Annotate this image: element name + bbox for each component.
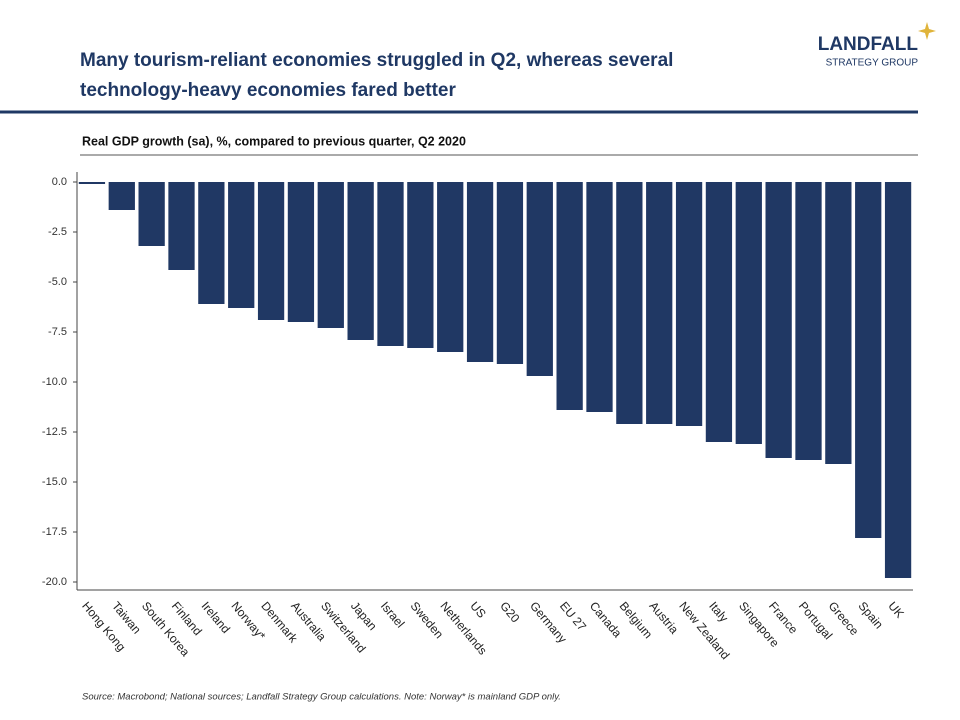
x-tick-label: UK <box>885 599 906 621</box>
source: Source: Macrobond; National sources; Lan… <box>82 692 561 703</box>
x-tick-label: Italy <box>706 599 731 625</box>
bar <box>407 182 434 348</box>
y-tick-label: 0.0 <box>52 176 67 188</box>
bar <box>855 182 882 538</box>
x-tick-label: Israel <box>378 599 408 630</box>
bar <box>616 182 643 424</box>
bar <box>228 182 255 308</box>
bar <box>466 182 494 362</box>
y-tick-label: -17.5 <box>42 526 67 538</box>
x-tick-label: G20 <box>497 599 523 626</box>
logo-name: LANDFALL <box>818 34 919 55</box>
title-line: technology-heavy economies fared better <box>80 80 456 101</box>
bar <box>884 182 912 578</box>
bar <box>675 182 703 426</box>
y-tick-label: -15.0 <box>42 476 67 488</box>
title-line: Many tourism-reliant economies struggled… <box>80 50 673 71</box>
bar <box>347 182 374 340</box>
bar <box>108 182 135 210</box>
bar <box>765 182 792 458</box>
y-tick-label: -2.5 <box>48 226 67 238</box>
bar <box>586 182 613 412</box>
bar <box>257 182 285 320</box>
x-tick-label: Ireland <box>199 599 233 636</box>
bar <box>377 182 404 346</box>
y-tick-label: -7.5 <box>48 326 67 338</box>
bar <box>78 182 106 184</box>
bar <box>825 182 852 464</box>
bar <box>317 182 344 328</box>
logo-tagline: STRATEGY GROUP <box>826 58 919 69</box>
bar <box>168 182 195 270</box>
y-tick-label: -10.0 <box>42 376 67 388</box>
logo-star <box>918 22 936 40</box>
bar <box>496 182 524 364</box>
x-tick-label: US <box>467 599 488 621</box>
bar <box>287 182 315 322</box>
y-tick-label: -5.0 <box>48 276 67 288</box>
bar <box>198 182 225 304</box>
bar <box>705 182 733 442</box>
bar <box>795 182 822 460</box>
bar <box>556 182 583 410</box>
bar <box>437 182 464 352</box>
subtitle: Real GDP growth (sa), %, compared to pre… <box>82 134 466 148</box>
y-tick-label: -20.0 <box>42 576 67 588</box>
bar <box>526 182 553 376</box>
bar <box>138 182 165 246</box>
y-tick-label: -12.5 <box>42 426 67 438</box>
bar <box>646 182 673 424</box>
bar <box>735 182 762 444</box>
